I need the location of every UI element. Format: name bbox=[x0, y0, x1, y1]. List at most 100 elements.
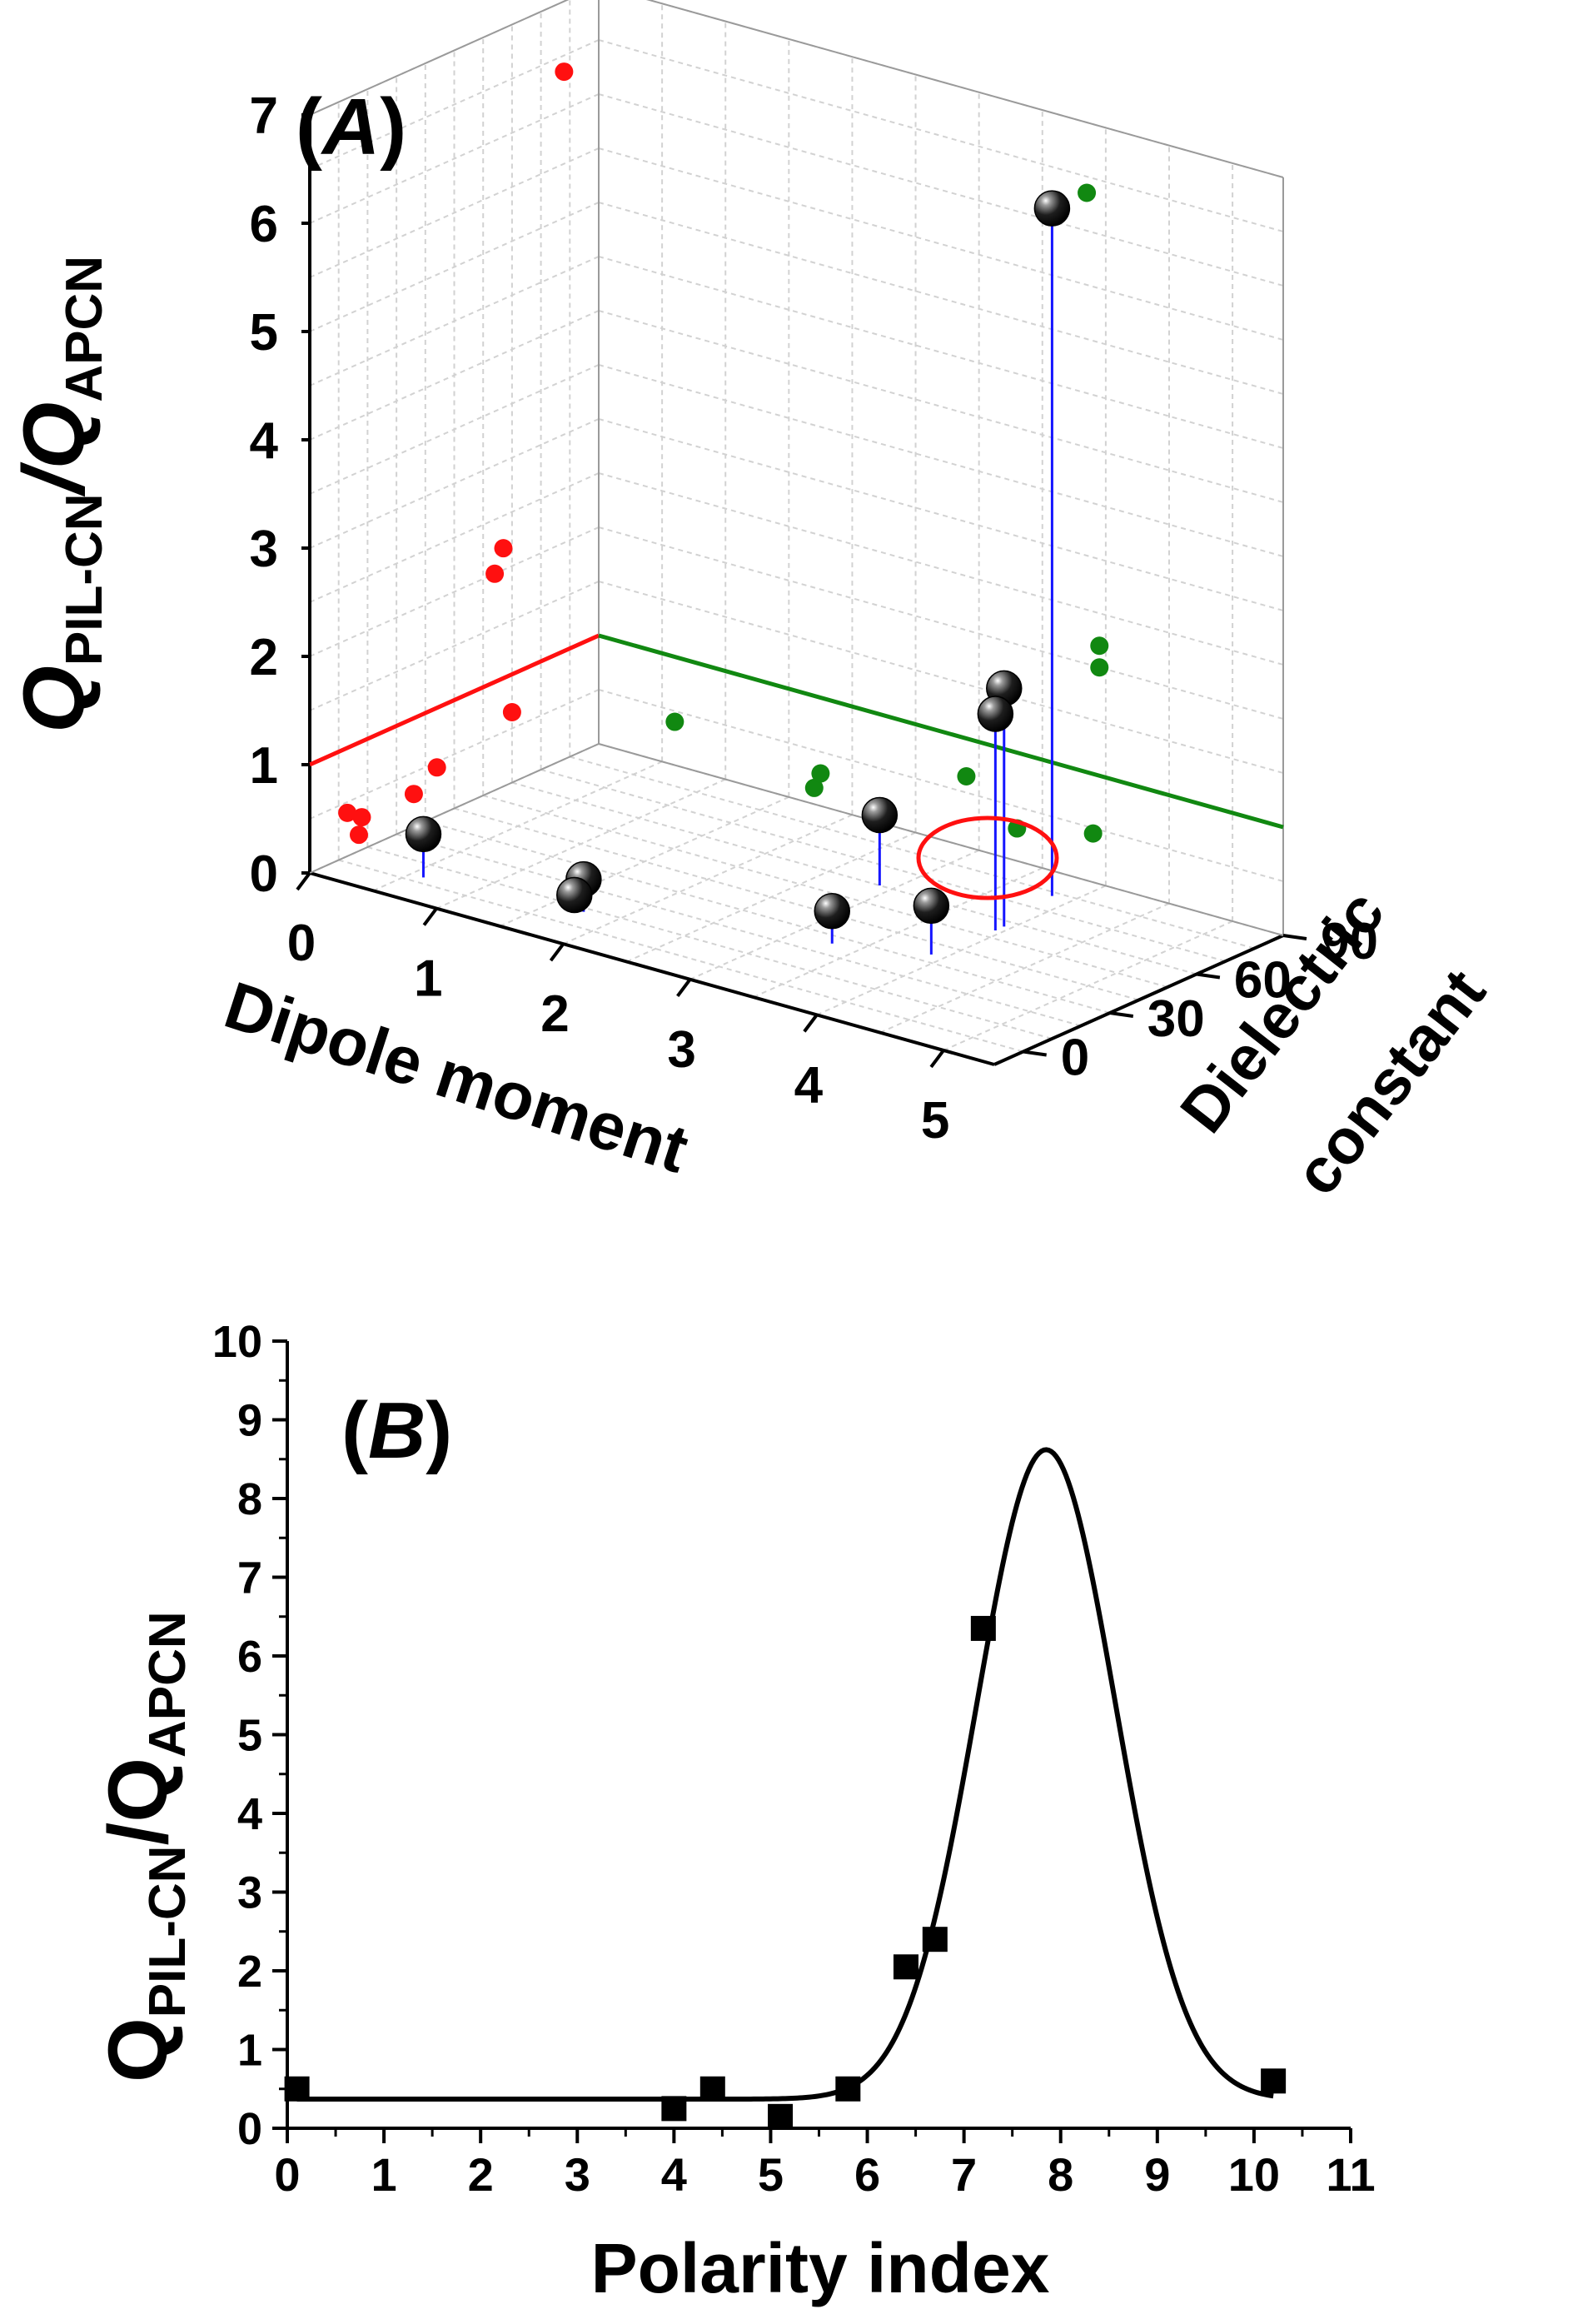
x-tick-label: 3 bbox=[565, 2148, 590, 2201]
data-point-square bbox=[661, 2096, 687, 2122]
box-edge bbox=[309, 743, 600, 874]
panel-a-x-axis-label: Dipole moment bbox=[217, 968, 697, 1187]
back-wall-gridline bbox=[598, 418, 1284, 611]
back-wall-projection-point bbox=[957, 767, 976, 786]
data-point-square bbox=[1261, 2068, 1287, 2094]
data-point-square bbox=[893, 1954, 918, 1980]
panel-a-axes bbox=[308, 0, 1284, 1066]
back-wall-projection-point bbox=[665, 712, 684, 731]
panel-a-z-ticks: 0 1 2 3 4 5 6 7 bbox=[250, 87, 310, 903]
box-edge bbox=[309, 0, 570, 116]
back-wall-gridline bbox=[598, 147, 1284, 341]
x-tick-label: 1 bbox=[371, 2148, 397, 2201]
data-point-square bbox=[699, 2076, 725, 2102]
floor-gridline bbox=[943, 920, 1233, 1051]
data-point-square bbox=[970, 1615, 996, 1641]
x-tick-label: 0 bbox=[274, 2148, 300, 2201]
panel-b-label: (B) bbox=[341, 1386, 452, 1475]
panel-b-points bbox=[284, 1615, 1287, 2129]
back-wall-gridline bbox=[598, 581, 1284, 774]
x-tick-mark bbox=[676, 978, 692, 997]
back-wall-gridline bbox=[598, 93, 1284, 287]
floor-gridline bbox=[396, 833, 1082, 1027]
back-wall-gridline bbox=[598, 39, 1284, 232]
floor-gridline bbox=[626, 831, 916, 963]
back-wall-projection-point bbox=[1090, 658, 1109, 677]
x-tick-label: 3 bbox=[667, 1021, 695, 1079]
y-axis-line bbox=[993, 934, 1284, 1066]
left-wall-projection-point bbox=[427, 758, 446, 777]
data-point-sphere bbox=[861, 796, 899, 834]
panel-b-ticks: 0 1 2 3 4 5 6 7 8 9 10 11 0 1 2 3 4 5 6 7 8 9 10 bbox=[212, 1317, 1376, 2201]
x-tick-label: 1 bbox=[414, 950, 442, 1008]
x-tick-label: 5 bbox=[758, 2148, 784, 2201]
left-wall-projection-point bbox=[485, 564, 505, 583]
y-tick-label: 6 bbox=[237, 1632, 262, 1682]
left-wall-projection-point bbox=[502, 703, 521, 721]
left-wall-projection-point bbox=[338, 803, 357, 822]
z-tick-label: 4 bbox=[250, 412, 279, 470]
floor-gridline bbox=[454, 807, 1139, 1001]
box-edge bbox=[598, 743, 1284, 936]
y-tick-mark bbox=[1109, 1011, 1134, 1018]
back-wall-projection-point bbox=[811, 764, 830, 783]
y-tick-mark bbox=[1282, 934, 1307, 940]
panel-b-x-axis-label: Polarity index bbox=[591, 2229, 1050, 2307]
data-point-square bbox=[835, 2076, 861, 2102]
left-wall-projection-point bbox=[494, 539, 513, 558]
data-point-sphere bbox=[977, 696, 1014, 732]
floor-gridline bbox=[499, 795, 789, 927]
floor-gridline bbox=[563, 814, 853, 945]
x-tick-label: 7 bbox=[951, 2148, 977, 2201]
z-tick-label: 2 bbox=[250, 629, 278, 686]
back-wall-gridline bbox=[598, 526, 1284, 720]
y-tick-label: 1 bbox=[237, 2026, 262, 2076]
back-wall-gridline bbox=[598, 310, 1284, 503]
y-tick-label: 5 bbox=[237, 1711, 262, 1761]
z-tick-label: 1 bbox=[250, 737, 278, 795]
panel-a-stems bbox=[421, 208, 1053, 955]
back-wall-gridline bbox=[598, 256, 1284, 449]
data-point-sphere bbox=[1033, 190, 1071, 227]
y-tick-label: 0 bbox=[237, 2104, 262, 2154]
floor-gridline bbox=[425, 820, 1111, 1014]
x-tick-mark bbox=[803, 1014, 819, 1033]
reference-line-back-wall bbox=[598, 633, 1284, 830]
x-tick-mark bbox=[422, 907, 438, 926]
x-tick-mark bbox=[549, 942, 565, 962]
panel-a-projections bbox=[308, 62, 1284, 845]
x-tick-label: 2 bbox=[540, 985, 569, 1043]
y-tick-mark bbox=[1023, 1050, 1047, 1057]
y-tick-label: 9 bbox=[237, 1396, 262, 1446]
panel-a-grid bbox=[309, 0, 1284, 1065]
z-tick-label: 7 bbox=[250, 87, 278, 145]
floor-gridline bbox=[511, 781, 1197, 975]
floor-gridline bbox=[570, 756, 1255, 950]
x-tick-label: 10 bbox=[1228, 2148, 1280, 2201]
back-wall-gridline bbox=[598, 364, 1284, 557]
floor-gridline bbox=[367, 846, 1053, 1040]
z-tick-label: 0 bbox=[250, 845, 278, 903]
x-tick-label: 4 bbox=[661, 2148, 687, 2201]
x-tick-label: 0 bbox=[287, 915, 316, 972]
panel-b-y-axis-label: QPIL-CN/QAPCN bbox=[92, 1611, 197, 2082]
left-wall-gridline bbox=[309, 689, 600, 820]
x-tick-label: 9 bbox=[1144, 2148, 1170, 2201]
y-tick-label: 0 bbox=[1061, 1030, 1089, 1087]
y-tick-label: 10 bbox=[212, 1317, 262, 1367]
y-tick-label: 60 bbox=[1234, 952, 1292, 1010]
y-tick-label: 8 bbox=[237, 1474, 262, 1524]
back-wall-projection-point bbox=[1090, 636, 1109, 656]
data-point-sphere bbox=[814, 893, 851, 930]
floor-gridline bbox=[879, 902, 1170, 1034]
y-tick-label: 4 bbox=[237, 1789, 262, 1839]
data-point-sphere bbox=[556, 876, 593, 914]
panel-a-x-ticks: 0 1 2 3 4 5 bbox=[287, 871, 949, 1150]
left-wall-projection-point bbox=[349, 825, 368, 845]
fit-curve bbox=[296, 1447, 1274, 2102]
left-wall-projection-point bbox=[555, 62, 574, 82]
x-tick-label: 2 bbox=[468, 2148, 494, 2201]
back-wall-projection-point bbox=[1083, 824, 1103, 843]
y-tick-mark bbox=[1196, 972, 1221, 980]
panel-b: 0 1 2 3 4 5 6 7 8 9 10 11 0 1 2 3 4 5 6 7 8 9 10 (B) QPIL-CN/Q… bbox=[92, 1317, 1376, 2307]
